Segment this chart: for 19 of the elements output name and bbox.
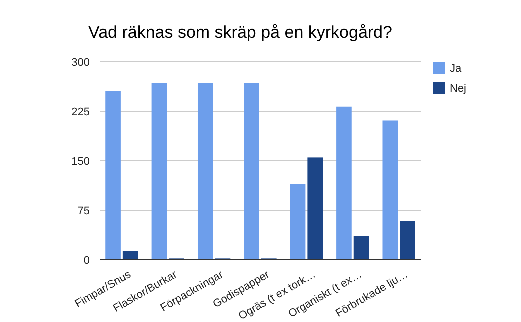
bar [198, 83, 214, 260]
bar [290, 184, 306, 260]
legend-label: Nej [450, 83, 467, 95]
legend-label: Ja [450, 63, 462, 75]
bar [336, 106, 352, 260]
bar [400, 221, 416, 260]
bar [106, 91, 121, 260]
chart-title: Vad räknas som skräp på en kyrkogård? [88, 23, 392, 42]
y-tick-label: 75 [78, 206, 90, 218]
y-tick-label: 225 [72, 106, 90, 118]
bar [354, 236, 370, 260]
y-tick-label: 150 [72, 156, 90, 168]
y-tick-label: 0 [84, 255, 90, 267]
y-tick-label: 300 [72, 57, 90, 69]
bar [244, 83, 260, 260]
bar [122, 251, 138, 260]
bar [382, 120, 398, 260]
bar [308, 158, 324, 260]
bar [152, 83, 168, 260]
